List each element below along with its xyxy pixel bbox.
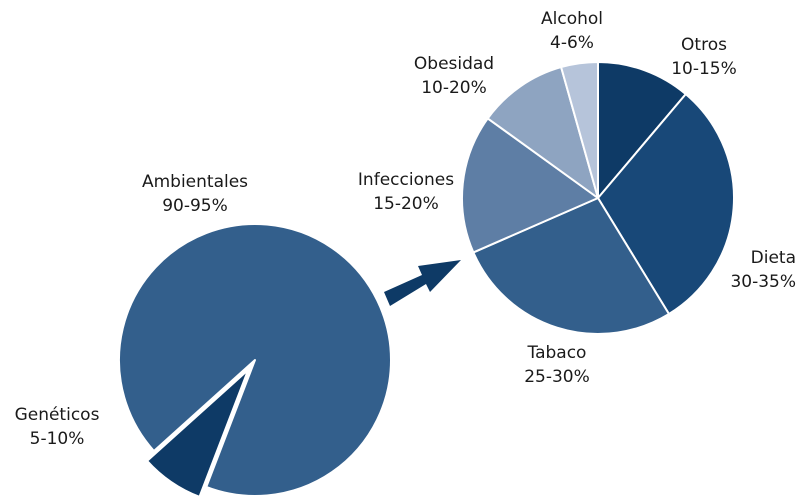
label-obesidad: Obesidad 10-20% — [399, 52, 509, 100]
label-otros: Otros 10-15% — [662, 33, 746, 81]
label-dieta-name: Dieta — [750, 248, 796, 268]
pie-chart-total-causes — [118, 223, 392, 498]
label-infecciones-name: Infecciones — [357, 170, 455, 190]
pie-chart-environmental-breakdown — [461, 61, 735, 335]
label-obesidad-value: 10-20% — [421, 78, 487, 98]
pie-slice-dieta — [597, 93, 735, 316]
label-alcohol-name: Alcohol — [541, 9, 603, 29]
label-ambientales-name: Ambientales — [141, 172, 249, 192]
label-alcohol-value: 4-6% — [550, 33, 594, 53]
pie-slice-alcohol — [560, 61, 599, 199]
label-geneticos-value: 5-10% — [29, 429, 85, 449]
label-tabaco-name: Tabaco — [527, 343, 587, 363]
label-ambientales: Ambientales 90-95% — [120, 170, 270, 218]
label-tabaco: Tabaco 25-30% — [502, 341, 612, 389]
label-dieta: Dieta 30-35% — [712, 246, 796, 294]
label-dieta-value: 30-35% — [730, 272, 796, 292]
label-geneticos: Genéticos 5-10% — [2, 403, 112, 451]
arrow-icon — [384, 260, 461, 306]
pie-slice-obesidad — [486, 66, 599, 199]
pie-slice-otros — [597, 61, 687, 199]
label-otros-value: 10-15% — [671, 59, 737, 79]
label-alcohol: Alcohol 4-6% — [522, 7, 622, 55]
label-infecciones: Infecciones 15-20% — [346, 168, 466, 216]
pie-slice-geneticos — [146, 368, 250, 498]
label-tabaco-value: 25-30% — [524, 367, 590, 387]
pie-slice-ambientales — [118, 223, 392, 497]
pie-slice-infecciones — [461, 117, 599, 254]
label-geneticos-name: Genéticos — [14, 405, 100, 425]
label-infecciones-value: 15-20% — [373, 194, 439, 214]
label-obesidad-name: Obesidad — [413, 54, 495, 74]
label-ambientales-value: 90-95% — [162, 196, 228, 216]
label-otros-name: Otros — [681, 35, 727, 55]
